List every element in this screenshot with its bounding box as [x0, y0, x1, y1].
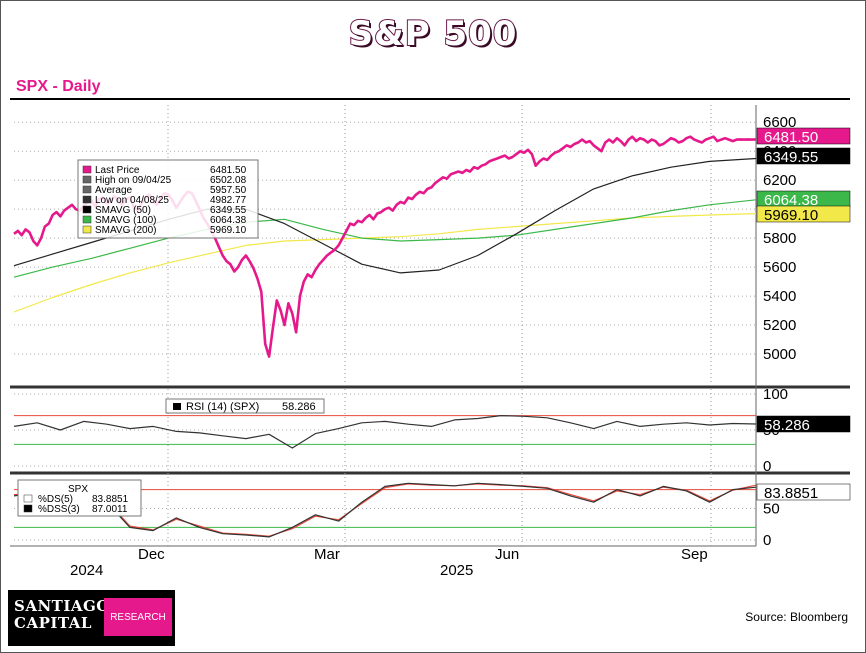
- page-title: S&P 500: [348, 13, 518, 55]
- legend-swatch: [82, 175, 92, 184]
- santiago-capital-logo: SANTIAGO CAPITAL RESEARCH: [8, 590, 175, 646]
- rsi-legend-label: RSI (14) (SPX): [186, 401, 259, 413]
- year-label: 2025: [440, 562, 473, 579]
- stoch-legend-label: %DS(5): [38, 494, 73, 505]
- series-line-smavg-100-: [13, 199, 757, 278]
- y-tick-label: 6200: [763, 172, 796, 189]
- legend-label: SMAVG (200): [95, 225, 157, 236]
- y-tick-label: 0: [763, 532, 771, 549]
- rsi-legend-box: [165, 398, 325, 414]
- logo-wordmark: SANTIAGO CAPITAL: [14, 598, 110, 632]
- legend-value: 4982.77: [210, 195, 247, 206]
- value-tag: 6481.50: [764, 129, 818, 146]
- chart-svg: DecMarJunSep2024202566006400620060005800…: [10, 105, 851, 579]
- logo-line1: SANTIAGO: [14, 597, 110, 615]
- legend-swatch: [82, 215, 92, 224]
- source-note: Source: Bloomberg: [745, 610, 848, 624]
- y-tick-label: 100: [763, 386, 788, 403]
- y-tick-label: 5800: [763, 230, 796, 247]
- y-tick-label: 6600: [763, 114, 796, 131]
- value-tag-bg: [756, 127, 851, 145]
- value-tag-bg: [756, 415, 851, 433]
- stoch-legend-swatch: [23, 504, 33, 513]
- stoch-legend-value: 83.8851: [92, 494, 129, 505]
- legend-label: SMAVG (100): [95, 215, 157, 226]
- value-tag: 6349.55: [764, 149, 818, 166]
- legend-swatch: [82, 225, 92, 234]
- logo-line2: CAPITAL: [14, 614, 92, 632]
- legend-swatch: [82, 185, 92, 194]
- year-label: 2024: [70, 562, 103, 579]
- legend-value: 6502.08: [210, 175, 247, 186]
- rsi-legend-swatch: [173, 403, 181, 410]
- value-tag: 5969.10: [764, 207, 818, 224]
- legend-value: 6481.50: [210, 165, 247, 176]
- price-legend-box: [77, 159, 259, 239]
- stoch-legend-title: SPX: [68, 484, 88, 495]
- legend-swatch: [82, 195, 92, 204]
- y-tick-label: 5400: [763, 288, 796, 305]
- stoch-legend-swatch: [23, 494, 33, 503]
- logo-research-badge: RESEARCH: [104, 598, 172, 636]
- y-tick-label: 0: [763, 458, 771, 475]
- series-line-rsi-14-spx-: [13, 415, 757, 449]
- y-tick-label: 5000: [763, 346, 796, 363]
- value-tag-bg: [756, 483, 851, 501]
- chart-subtitle: SPX - Daily: [16, 78, 101, 95]
- x-tick-label: Sep: [681, 546, 708, 563]
- legend-value: 6349.55: [210, 205, 247, 216]
- legend-label: High on 09/04/25: [95, 175, 172, 186]
- x-tick-label: Mar: [314, 546, 340, 563]
- stoch-legend-label: %DSS(3): [38, 504, 80, 515]
- x-tick-label: Jun: [495, 546, 519, 563]
- legend-label: Average: [95, 185, 133, 196]
- title-rule: [10, 98, 850, 100]
- value-tag-bg: [756, 147, 851, 165]
- value-tag: 83.8851: [764, 485, 818, 502]
- x-tick-label: Dec: [138, 546, 165, 563]
- legend-swatch: [82, 205, 92, 214]
- stoch-legend-box: [17, 479, 142, 517]
- legend-value: 5957.50: [210, 185, 247, 196]
- legend-label: SMAVG (50): [95, 205, 151, 216]
- y-tick-label: 5600: [763, 259, 796, 276]
- y-tick-label: 50: [763, 501, 780, 518]
- value-tag-bg: [756, 205, 851, 223]
- y-tick-label: 5200: [763, 317, 796, 334]
- legend-value: 6064.38: [210, 215, 247, 226]
- value-tag: 58.286: [764, 417, 810, 434]
- legend-label: Last Price: [95, 165, 140, 176]
- legend-value: 5969.10: [210, 225, 247, 236]
- stoch-legend-value: 87.0011: [92, 504, 128, 515]
- rsi-legend-value: 58.286: [282, 401, 316, 413]
- series-line--ds-5-: [13, 482, 757, 538]
- legend-swatch: [82, 165, 92, 174]
- legend-label: Low on 04/08/25: [95, 195, 169, 206]
- value-tag: 6064.38: [764, 192, 818, 209]
